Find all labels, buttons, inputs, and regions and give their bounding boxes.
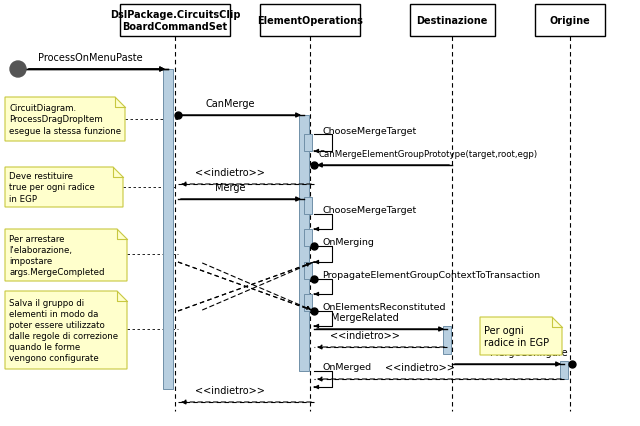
Bar <box>560 361 568 379</box>
Text: Salva il gruppo di
elementi in modo da
poter essere utilizzato
dalle regole di c: Salva il gruppo di elementi in modo da p… <box>9 298 118 363</box>
Polygon shape <box>480 317 562 355</box>
Text: Destinazione: Destinazione <box>416 16 488 26</box>
Bar <box>443 326 451 354</box>
Bar <box>410 5 495 37</box>
Text: CanMerge: CanMerge <box>205 99 255 109</box>
Text: ChooseMergeTarget: ChooseMergeTarget <box>322 205 416 215</box>
Text: CircuitDiagram.
ProcessDragDropItem
esegue la stessa funzione: CircuitDiagram. ProcessDragDropItem eseg… <box>9 104 121 135</box>
Text: <<indietro>>: <<indietro>> <box>330 330 400 340</box>
Text: DslPackage.CircuitsClip
BoardCommandSet: DslPackage.CircuitsClip BoardCommandSet <box>109 10 240 32</box>
Text: Merge: Merge <box>215 183 245 193</box>
Polygon shape <box>5 230 127 281</box>
Text: ChooseMergeTarget: ChooseMergeTarget <box>322 127 416 136</box>
Circle shape <box>10 62 26 78</box>
Text: Per ogni
radice in EGP: Per ogni radice in EGP <box>484 325 549 347</box>
Bar <box>260 5 360 37</box>
Polygon shape <box>5 98 125 142</box>
Text: MergeConfigure: MergeConfigure <box>490 347 568 357</box>
Text: <<indietro>>: <<indietro>> <box>195 167 265 178</box>
Polygon shape <box>5 291 127 369</box>
Bar <box>299 116 309 371</box>
Bar <box>535 5 605 37</box>
Bar <box>304 230 312 246</box>
Text: PropagateElementGroupContextToTransaction: PropagateElementGroupContextToTransactio… <box>322 271 540 279</box>
Bar <box>304 135 312 152</box>
Bar <box>304 294 312 311</box>
Bar <box>304 262 312 279</box>
Text: MergeRelated: MergeRelated <box>331 312 399 322</box>
Text: OnMerged: OnMerged <box>322 362 371 371</box>
Text: <<indietro>>: <<indietro>> <box>195 385 265 395</box>
Text: Origine: Origine <box>550 16 590 26</box>
Bar <box>163 70 173 389</box>
Bar <box>304 198 312 215</box>
Text: OnMerging: OnMerging <box>322 237 374 246</box>
Bar <box>120 5 230 37</box>
Text: Per arrestare
l'elaborazione,
impostare
args.MergeCompleted: Per arrestare l'elaborazione, impostare … <box>9 234 104 276</box>
Text: OnElementsReconstituted: OnElementsReconstituted <box>322 302 445 311</box>
Text: Deve restituire
true per ogni radice
in EGP: Deve restituire true per ogni radice in … <box>9 172 95 203</box>
Polygon shape <box>5 167 123 207</box>
Text: <<indietro>>: <<indietro>> <box>385 362 455 372</box>
Text: ElementOperations: ElementOperations <box>257 16 363 26</box>
Text: ProcessOnMenuPaste: ProcessOnMenuPaste <box>38 53 142 63</box>
Text: CanMergeElementGroupPrototype(target,root,egp): CanMergeElementGroupPrototype(target,roo… <box>318 150 537 158</box>
